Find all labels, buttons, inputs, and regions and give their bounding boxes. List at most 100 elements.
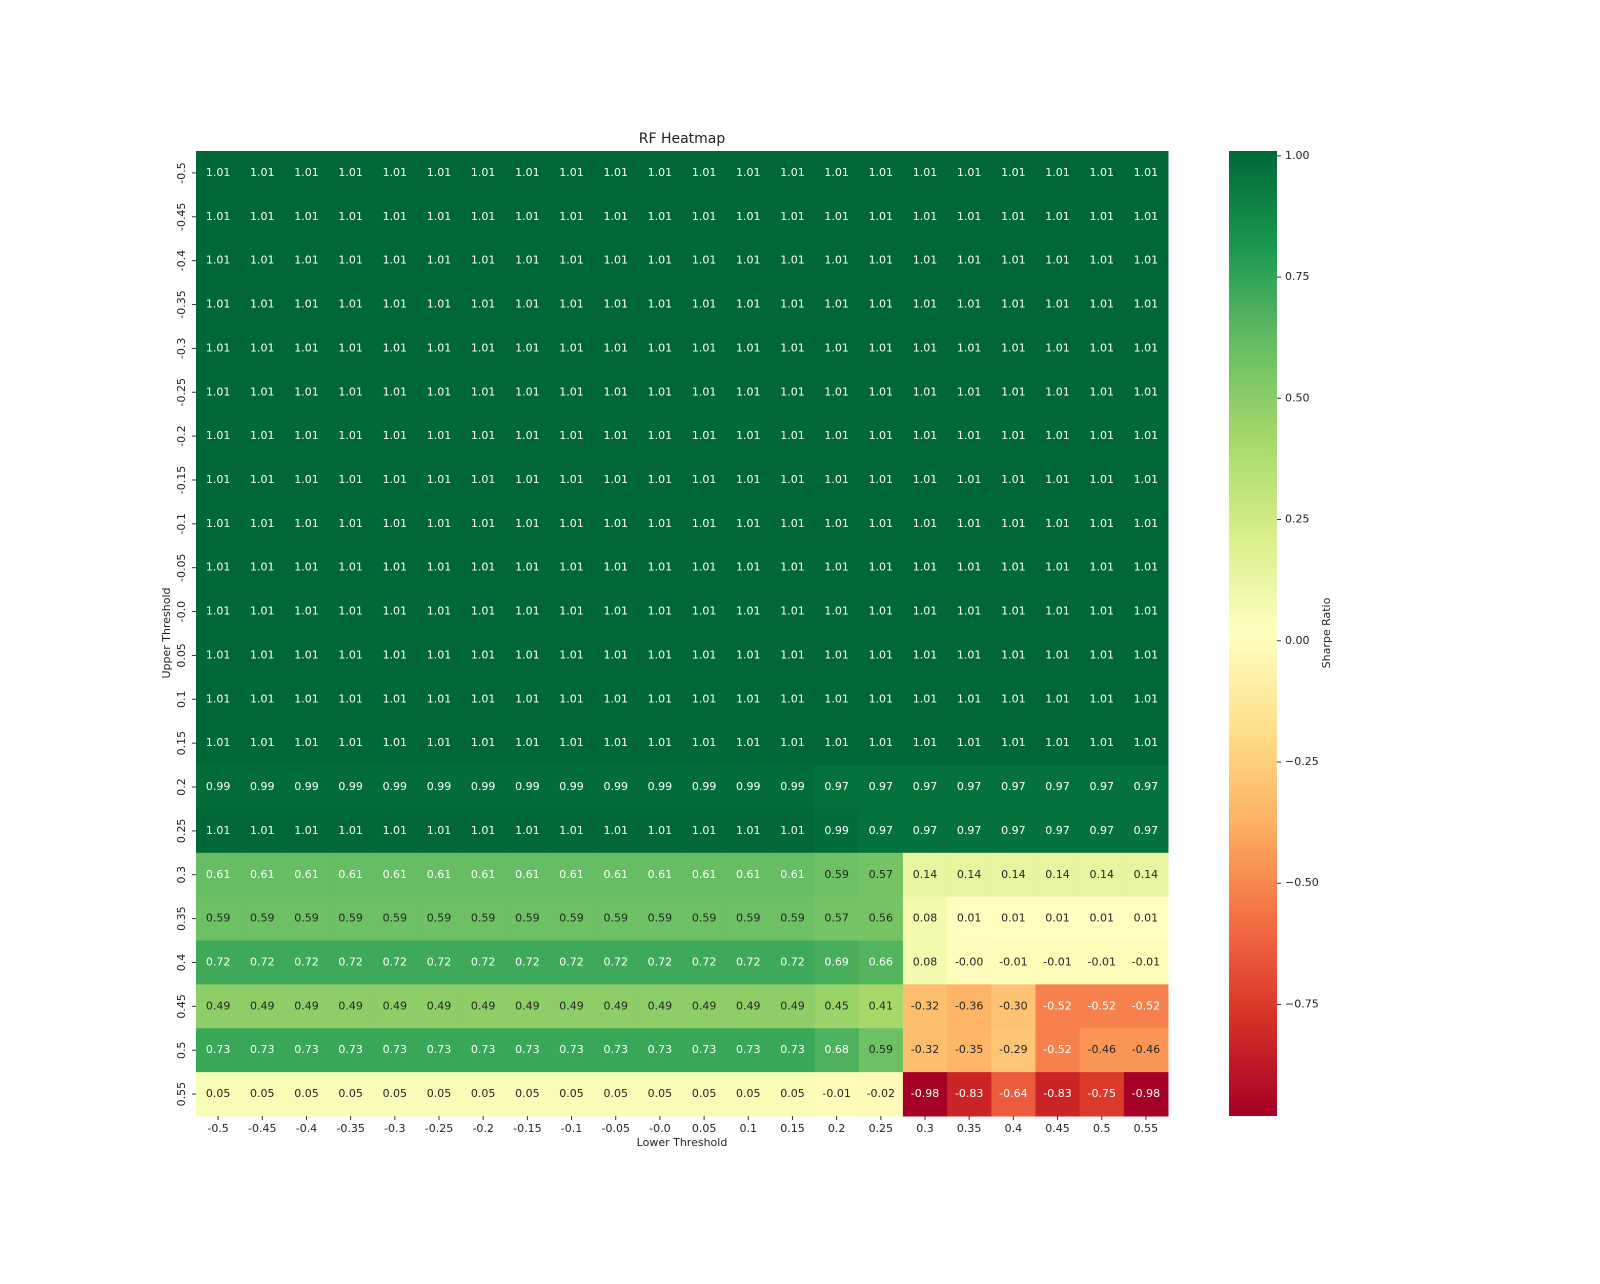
heatmap-cell — [991, 808, 1036, 854]
heatmap-cell — [284, 633, 330, 678]
heatmap-cell — [505, 940, 550, 985]
heatmap-cell — [284, 238, 330, 284]
cell-label: 1.01 — [294, 166, 319, 179]
heatmap-cell — [770, 194, 816, 240]
heatmap-cell — [328, 414, 374, 459]
cell-label: 1.01 — [603, 517, 628, 530]
cell-label: 1.01 — [338, 824, 363, 837]
heatmap-cell — [196, 852, 241, 898]
cell-label: 1.01 — [1089, 298, 1114, 311]
heatmap-cell — [726, 282, 771, 327]
heatmap-cell — [549, 545, 595, 591]
cell-label: 1.01 — [869, 517, 894, 530]
cell-label: 0.99 — [383, 780, 408, 793]
cell-label: 1.01 — [206, 736, 231, 749]
heatmap-cell — [505, 414, 550, 459]
heatmap-cell — [549, 414, 595, 459]
x-tick-label: -0.4 — [296, 1122, 317, 1135]
cell-label: 0.99 — [780, 780, 805, 793]
heatmap-cell — [284, 151, 330, 196]
heatmap-cell — [726, 326, 771, 371]
heatmap-cell — [372, 501, 418, 547]
y-tick-label: -0.35 — [175, 290, 188, 318]
heatmap-cell — [372, 414, 418, 459]
heatmap-cell — [549, 151, 595, 196]
cell-label: 0.72 — [471, 955, 496, 968]
colorbar-tick-label: 0.00 — [1285, 634, 1310, 647]
heatmap-cell — [593, 501, 639, 547]
heatmap-cell — [1123, 1072, 1169, 1117]
heatmap-cell — [947, 458, 992, 503]
heatmap-cell — [770, 458, 816, 503]
cell-label: -0.98 — [1132, 1087, 1160, 1100]
cell-label: 1.01 — [515, 341, 540, 354]
heatmap-cell — [637, 282, 683, 327]
heatmap-cell — [991, 151, 1036, 196]
cell-label: 1.01 — [824, 341, 849, 354]
heatmap-cell — [328, 370, 374, 415]
heatmap-cell — [637, 326, 683, 371]
heatmap-cell — [726, 765, 771, 810]
cell-label: 1.01 — [869, 648, 894, 661]
cell-label: 1.01 — [869, 210, 894, 223]
cell-label: 0.72 — [648, 955, 673, 968]
heatmap-cell — [284, 765, 330, 810]
cell-label: 1.01 — [338, 605, 363, 618]
cell-label: 0.72 — [250, 955, 275, 968]
cell-label: 1.01 — [559, 341, 584, 354]
heatmap-cell — [858, 721, 904, 766]
cell-label: 1.01 — [1001, 605, 1026, 618]
heatmap-cell — [593, 545, 639, 591]
heatmap-cell — [372, 808, 418, 854]
colorbar-tick-label: −0.50 — [1285, 876, 1319, 889]
heatmap-cell — [1079, 589, 1125, 634]
heatmap-cell — [1035, 765, 1081, 810]
heatmap-cell — [240, 458, 285, 503]
cell-label: 0.01 — [1001, 912, 1026, 925]
heatmap-cell — [284, 458, 330, 503]
cell-label: 0.72 — [427, 955, 452, 968]
cell-label: 1.01 — [1045, 473, 1070, 486]
heatmap-cell — [902, 458, 948, 503]
heatmap-cell — [726, 458, 771, 503]
heatmap-cell — [770, 808, 816, 854]
cell-label: 1.01 — [471, 385, 496, 398]
x-tick-label: -0.3 — [384, 1122, 405, 1135]
heatmap-cell — [593, 458, 639, 503]
cell-label: 1.01 — [515, 298, 540, 311]
cell-label: 0.73 — [471, 1043, 496, 1056]
cell-label: 1.01 — [206, 824, 231, 837]
cell-label: -0.01 — [822, 1087, 850, 1100]
cell-label: 1.01 — [1089, 692, 1114, 705]
x-tick-label: -0.35 — [336, 1122, 364, 1135]
cell-label: -0.52 — [1132, 999, 1160, 1012]
heatmap-cell — [1123, 677, 1169, 722]
heatmap-cell — [726, 677, 771, 722]
colorbar-tick-label: −0.25 — [1285, 755, 1319, 768]
cell-label: 0.97 — [869, 780, 894, 793]
heatmap-cell — [947, 984, 992, 1029]
heatmap-cell — [814, 545, 860, 591]
cell-label: 1.01 — [648, 692, 673, 705]
heatmap-cell — [461, 458, 506, 503]
cell-label: 1.01 — [206, 385, 231, 398]
cell-label: 1.01 — [383, 692, 408, 705]
heatmap-cell — [328, 940, 374, 985]
y-tick-label: -0.05 — [175, 553, 188, 581]
heatmap-cell — [593, 765, 639, 810]
cell-label: 1.01 — [1045, 166, 1070, 179]
heatmap-cell — [372, 458, 418, 503]
cell-label: 1.01 — [1134, 605, 1159, 618]
heatmap-cell — [461, 1028, 506, 1073]
cell-label: 1.01 — [206, 298, 231, 311]
cell-label: 0.73 — [427, 1043, 452, 1056]
heatmap-cell — [1035, 151, 1081, 196]
colorbar-tick-label: 0.25 — [1285, 513, 1310, 526]
heatmap-cell — [682, 984, 727, 1029]
cell-label: 1.01 — [427, 824, 452, 837]
x-tick-label: -0.5 — [207, 1122, 228, 1135]
cell-label: 1.01 — [869, 429, 894, 442]
heatmap-cell — [240, 545, 285, 591]
cell-label: 0.99 — [250, 780, 275, 793]
heatmap-cell — [593, 589, 639, 634]
